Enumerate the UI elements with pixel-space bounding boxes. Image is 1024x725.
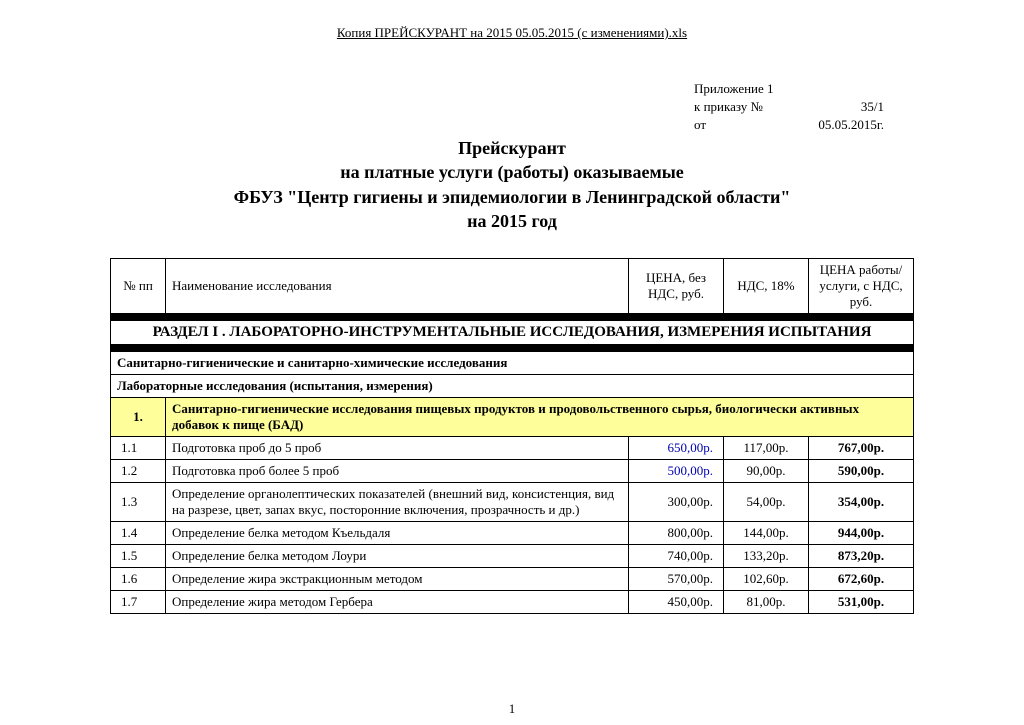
row-price-with-vat: 590,00р. xyxy=(809,460,914,483)
title-line4: на 2015 год xyxy=(110,209,914,233)
row-num: 1.4 xyxy=(111,522,166,545)
separator xyxy=(111,345,914,352)
separator xyxy=(111,314,914,321)
appendix-date-value: 05.05.2015г. xyxy=(794,116,884,134)
title-line2: на платные услуги (работы) оказываемые xyxy=(110,160,914,184)
sub-header-row: Санитарно-гигиенические и санитарно-хими… xyxy=(111,352,914,375)
row-price-with-vat: 873,20р. xyxy=(809,545,914,568)
appendix-order-label: к приказу № xyxy=(694,98,794,116)
group-num: 1. xyxy=(111,398,166,437)
row-name: Определение белка методом Лоури xyxy=(166,545,629,568)
row-vat: 117,00р. xyxy=(724,437,809,460)
table-row: 1.3Определение органолептических показат… xyxy=(111,483,914,522)
row-vat: 102,60р. xyxy=(724,568,809,591)
appendix-line1: Приложение 1 xyxy=(694,80,884,98)
table-row: 1.6Определение жира экстракционным метод… xyxy=(111,568,914,591)
table-row: 1.4Определение белка методом Къельдаля80… xyxy=(111,522,914,545)
table-header-row: № пп Наименование исследования ЦЕНА, без… xyxy=(111,259,914,314)
sub-header2-row: Лабораторные исследования (испытания, из… xyxy=(111,375,914,398)
header-price2: НДС, 18% xyxy=(724,259,809,314)
section-title: РАЗДЕЛ I . ЛАБОРАТОРНО-ИНСТРУМЕНТАЛЬНЫЕ … xyxy=(111,321,914,345)
row-price-no-vat: 800,00р. xyxy=(629,522,724,545)
row-name: Определение жира методом Гербера xyxy=(166,591,629,614)
price-table: № пп Наименование исследования ЦЕНА, без… xyxy=(110,258,914,614)
header-name: Наименование исследования xyxy=(166,259,629,314)
group-name: Санитарно-гигиенические исследования пищ… xyxy=(166,398,914,437)
table-row: 1.1Подготовка проб до 5 проб650,00р.117,… xyxy=(111,437,914,460)
row-price-no-vat: 570,00р. xyxy=(629,568,724,591)
row-vat: 90,00р. xyxy=(724,460,809,483)
group-row: 1. Санитарно-гигиенические исследования … xyxy=(111,398,914,437)
title-line3: ФБУЗ "Центр гигиены и эпидемиологии в Ле… xyxy=(110,185,914,209)
sub-header2: Лабораторные исследования (испытания, из… xyxy=(111,375,914,398)
row-vat: 81,00р. xyxy=(724,591,809,614)
row-price-no-vat: 740,00р. xyxy=(629,545,724,568)
row-num: 1.3 xyxy=(111,483,166,522)
row-price-no-vat: 650,00р. xyxy=(629,437,724,460)
row-num: 1.5 xyxy=(111,545,166,568)
header-num: № пп xyxy=(111,259,166,314)
row-num: 1.1 xyxy=(111,437,166,460)
row-price-with-vat: 531,00р. xyxy=(809,591,914,614)
row-price-with-vat: 354,00р. xyxy=(809,483,914,522)
row-vat: 54,00р. xyxy=(724,483,809,522)
row-price-with-vat: 944,00р. xyxy=(809,522,914,545)
title-line1: Прейскурант xyxy=(110,136,914,160)
header-price1: ЦЕНА, без НДС, руб. xyxy=(629,259,724,314)
table-row: 1.5Определение белка методом Лоури740,00… xyxy=(111,545,914,568)
row-num: 1.2 xyxy=(111,460,166,483)
row-name: Определение жира экстракционным методом xyxy=(166,568,629,591)
header-price3: ЦЕНА работы/услуги, с НДС, руб. xyxy=(809,259,914,314)
row-num: 1.6 xyxy=(111,568,166,591)
row-name: Определение белка методом Къельдаля xyxy=(166,522,629,545)
row-price-no-vat: 500,00р. xyxy=(629,460,724,483)
sub-header1: Санитарно-гигиенические и санитарно-хими… xyxy=(111,352,914,375)
table-row: 1.2Подготовка проб более 5 проб500,00р.9… xyxy=(111,460,914,483)
section-title-row: РАЗДЕЛ I . ЛАБОРАТОРНО-ИНСТРУМЕНТАЛЬНЫЕ … xyxy=(111,321,914,345)
row-name: Подготовка проб более 5 проб xyxy=(166,460,629,483)
row-price-with-vat: 767,00р. xyxy=(809,437,914,460)
row-vat: 144,00р. xyxy=(724,522,809,545)
document-path: Копия ПРЕЙСКУРАНТ на 2015 05.05.2015 (с … xyxy=(110,25,914,41)
page-number: 1 xyxy=(0,701,1024,717)
row-price-no-vat: 300,00р. xyxy=(629,483,724,522)
row-name: Определение органолептических показателе… xyxy=(166,483,629,522)
row-price-with-vat: 672,60р. xyxy=(809,568,914,591)
appendix-date-label: от xyxy=(694,116,794,134)
title-block: Прейскурант на платные услуги (работы) о… xyxy=(110,136,914,233)
table-row: 1.7Определение жира методом Гербера450,0… xyxy=(111,591,914,614)
row-num: 1.7 xyxy=(111,591,166,614)
row-name: Подготовка проб до 5 проб xyxy=(166,437,629,460)
appendix-order-value: 35/1 xyxy=(794,98,884,116)
appendix-block: Приложение 1 к приказу № 35/1 от 05.05.2… xyxy=(694,80,884,135)
row-price-no-vat: 450,00р. xyxy=(629,591,724,614)
row-vat: 133,20р. xyxy=(724,545,809,568)
